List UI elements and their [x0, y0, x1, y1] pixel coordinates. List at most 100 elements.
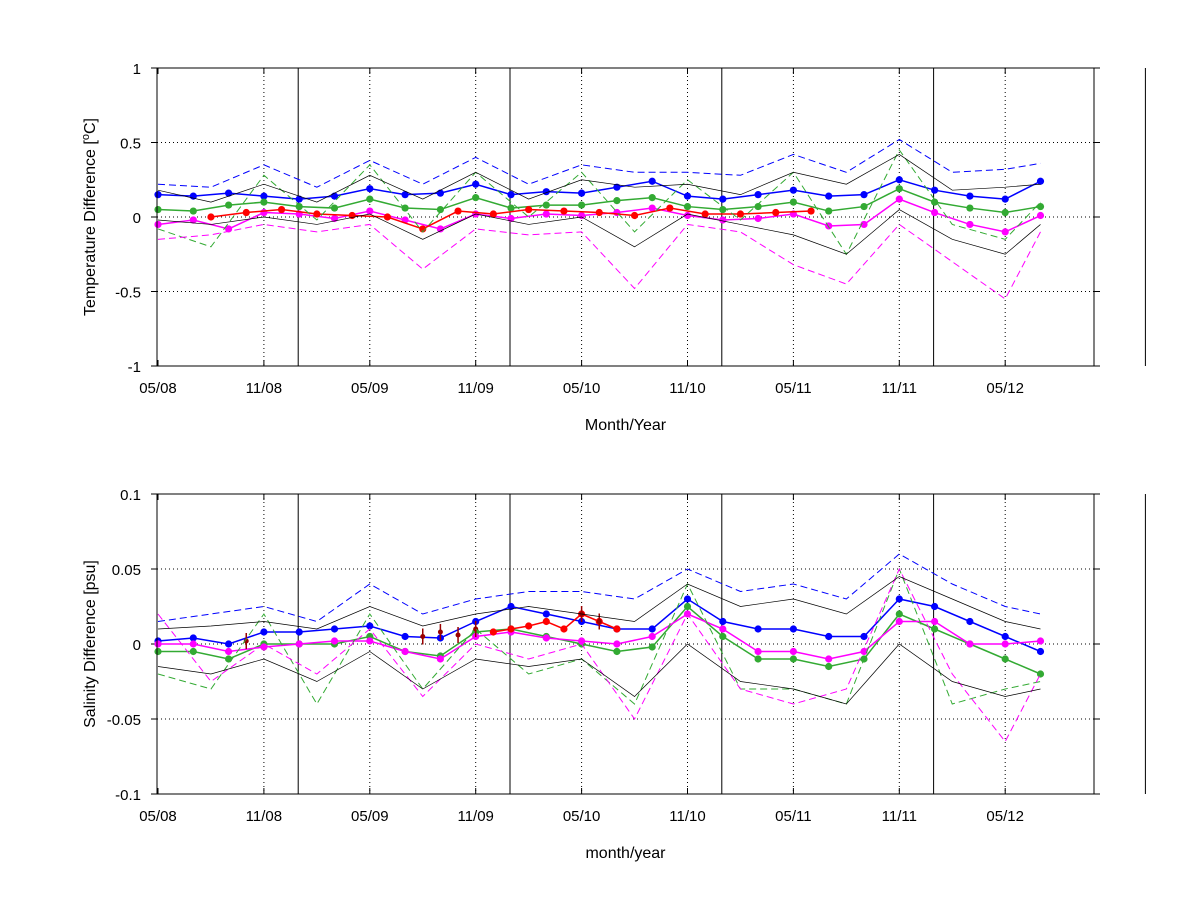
- data-point: [260, 192, 268, 200]
- x-axis-label: Month/Year: [585, 417, 667, 434]
- data-point: [330, 204, 339, 212]
- data-point: [789, 647, 798, 656]
- series-line: [157, 567, 1041, 743]
- data-point: [454, 207, 462, 215]
- data-point: [931, 198, 939, 206]
- data-point: [295, 640, 303, 648]
- series-line: [157, 187, 1041, 214]
- data-point: [489, 210, 497, 218]
- data-point: [542, 210, 550, 218]
- data-point: [401, 647, 409, 656]
- x-tick-label: 05/12: [986, 380, 1024, 397]
- data-point: [189, 634, 197, 642]
- data-point: [154, 220, 162, 229]
- data-point: [754, 191, 762, 199]
- x-tick-label: 05/09: [351, 380, 389, 397]
- x-tick-label: 05/10: [563, 380, 601, 397]
- data-point: [189, 640, 197, 648]
- data-point: [1001, 228, 1009, 236]
- data-point: [648, 625, 656, 633]
- data-point: [895, 610, 903, 618]
- data-point: [1036, 637, 1045, 645]
- data-point: [754, 655, 762, 663]
- data-point: [931, 208, 939, 217]
- data-point: [560, 625, 568, 633]
- data-point: [1001, 655, 1009, 663]
- data-point: [648, 177, 656, 185]
- x-tick-label: 11/08: [246, 380, 282, 397]
- data-point: [966, 617, 974, 626]
- series-line: [157, 138, 1041, 188]
- data-point: [789, 655, 798, 663]
- data-point: [366, 207, 374, 215]
- data-point: [966, 220, 974, 229]
- data-point: [366, 185, 374, 193]
- data-point: [313, 210, 321, 218]
- data-point: [931, 625, 939, 633]
- data-point: [330, 637, 339, 645]
- data-point: [578, 201, 586, 209]
- data-point: [542, 201, 550, 209]
- data-point: [789, 186, 798, 194]
- data-point: [966, 204, 974, 212]
- x-tick-label: 11/11: [882, 808, 917, 825]
- x-tick-label: 05/11: [775, 808, 811, 825]
- data-point: [455, 632, 461, 638]
- x-tick-label: 05/12: [986, 808, 1024, 825]
- data-point: [260, 198, 268, 206]
- series-line: [157, 223, 1041, 300]
- x-tick-label: 05/11: [775, 380, 811, 397]
- data-point: [295, 195, 303, 203]
- data-point: [1036, 670, 1045, 678]
- data-point: [754, 625, 762, 633]
- data-point: [648, 204, 656, 212]
- data-point: [789, 198, 798, 206]
- data-point: [931, 602, 939, 611]
- data-point: [860, 632, 868, 641]
- temperature-panel: 05/08 11/08 05/09 11/09 05/10 11/10 05/11 11/11…: [80, 61, 1146, 434]
- data-point: [719, 632, 727, 641]
- data-point: [154, 205, 162, 214]
- data-point: [613, 183, 621, 191]
- data-point: [525, 205, 533, 214]
- data-point: [578, 189, 586, 197]
- data-point: [1001, 208, 1009, 217]
- data-point: [966, 192, 974, 200]
- data-point: [260, 628, 268, 636]
- data-point: [436, 205, 444, 214]
- series-line: [157, 209, 1041, 255]
- data-point: [895, 176, 903, 184]
- data-point: [436, 225, 444, 233]
- y-axis-label: Temperature Difference [oC]: [80, 118, 99, 316]
- data-point: [683, 192, 692, 200]
- data-point: [754, 647, 762, 656]
- data-point: [260, 643, 268, 651]
- data-point: [525, 622, 533, 630]
- data-point: [330, 625, 339, 633]
- series-line: [157, 576, 1041, 630]
- data-point: [701, 210, 709, 218]
- data-point: [154, 191, 162, 199]
- salinity-panel: 05/08 11/08 05/09 11/09 05/10 11/10 05/11 11/11…: [82, 487, 1146, 862]
- data-point: [401, 191, 409, 199]
- data-point: [966, 640, 974, 648]
- data-point: [436, 189, 444, 197]
- data-point: [613, 197, 621, 205]
- data-point: [542, 617, 550, 626]
- x-tick-label: 11/09: [457, 808, 493, 825]
- y-tick-label: -0.1: [115, 787, 141, 804]
- data-point: [401, 204, 409, 212]
- data-point: [189, 216, 197, 224]
- data-point: [1036, 647, 1045, 656]
- data-point: [825, 207, 833, 215]
- data-point: [895, 617, 903, 626]
- y-tick-label: 0: [133, 637, 141, 654]
- data-point: [154, 647, 162, 656]
- y-tick-label: 0.1: [120, 487, 141, 504]
- data-point: [683, 595, 692, 603]
- data-point: [895, 185, 903, 193]
- data-point: [613, 640, 621, 648]
- data-point: [189, 647, 197, 656]
- data-point: [277, 205, 286, 214]
- data-point: [243, 638, 249, 644]
